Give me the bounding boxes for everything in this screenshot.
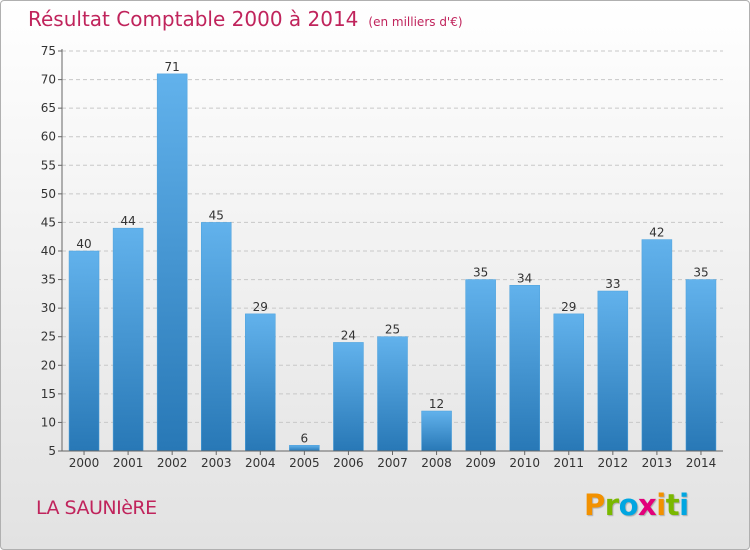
- data-label: 35: [473, 266, 488, 280]
- axes: 5 10 15 20 25 30 35 40 45 50 55 60 65 70 75 2000 2001 200…: [41, 44, 723, 470]
- x-tick-label: 2003: [201, 456, 232, 470]
- y-tick-label: 75: [41, 44, 56, 58]
- x-tick-label: 2010: [509, 456, 540, 470]
- chart-subtitle: (en milliers d'€): [368, 15, 463, 29]
- bar: [509, 285, 540, 452]
- y-tick-label: 45: [41, 215, 56, 229]
- chart-title: Résultat Comptable 2000 à 2014 (en millie…: [28, 7, 463, 31]
- y-tick-label: 40: [41, 244, 56, 258]
- bar: [377, 336, 408, 452]
- bar: [597, 290, 629, 452]
- x-tick-label: 2006: [333, 456, 364, 470]
- bar: [685, 279, 717, 452]
- logo-letter: o: [618, 488, 639, 522]
- y-tick-label: 30: [41, 301, 56, 315]
- bar: [112, 227, 144, 452]
- data-label: 44: [120, 214, 135, 228]
- proxiti-logo[interactable]: Proxiti: [584, 488, 689, 522]
- data-label: 45: [209, 208, 224, 222]
- logo-letter: i: [679, 488, 689, 522]
- x-tick-label: 2000: [69, 456, 100, 470]
- logo-letter: r: [604, 488, 619, 522]
- bar: [333, 342, 364, 452]
- y-tick-label: 50: [41, 187, 56, 201]
- x-tick-label: 2011: [553, 456, 584, 470]
- data-label: 40: [76, 237, 91, 251]
- bar: [641, 239, 673, 452]
- commune-name: LA SAUNIèRE: [36, 497, 157, 519]
- y-tick-label: 15: [41, 387, 56, 401]
- y-tick-label: 10: [41, 415, 56, 429]
- x-tick-label: 2001: [113, 456, 144, 470]
- y-tick-label: 70: [41, 73, 56, 87]
- y-tick-label: 25: [41, 330, 56, 344]
- data-label: 42: [649, 226, 664, 240]
- chart-title-text: Résultat Comptable 2000 à 2014: [28, 7, 359, 31]
- x-tick-label: 2002: [157, 456, 188, 470]
- y-tick-label: 5: [48, 444, 56, 458]
- bar: [200, 222, 232, 452]
- data-label: 35: [693, 266, 708, 280]
- logo-letter: x: [638, 488, 657, 522]
- logo-letter: t: [665, 488, 680, 522]
- bar: [421, 410, 452, 452]
- x-tick-label: 2008: [421, 456, 452, 470]
- data-label: 12: [429, 397, 444, 411]
- data-label: 25: [385, 323, 400, 337]
- data-label: 33: [605, 277, 620, 291]
- bar: [245, 313, 276, 452]
- bar: [68, 250, 100, 452]
- data-labels: 40 44 71 45 29 6 24 25 12 35 34 29 33 42 35: [76, 60, 708, 445]
- logo-letter: i: [656, 488, 666, 522]
- logo-letter: P: [584, 488, 605, 522]
- y-tick-label: 35: [41, 273, 56, 287]
- x-tick-label: 2014: [686, 456, 717, 470]
- x-tick-label: 2004: [245, 456, 276, 470]
- x-tick-label: 2009: [465, 456, 496, 470]
- x-tick-label: 2007: [377, 456, 408, 470]
- x-tick-label: 2012: [598, 456, 629, 470]
- x-tick-label: 2005: [289, 456, 320, 470]
- data-label: 29: [561, 300, 576, 314]
- data-label: 24: [341, 328, 356, 342]
- data-label: 34: [517, 271, 532, 285]
- bar: [553, 313, 585, 452]
- data-label: 71: [165, 60, 180, 74]
- bar: [465, 279, 496, 452]
- bars: [68, 73, 717, 452]
- y-tick-label: 20: [41, 358, 56, 372]
- data-label: 6: [301, 431, 309, 445]
- data-label: 29: [253, 300, 268, 314]
- bar: [289, 445, 320, 452]
- y-tick-label: 60: [41, 130, 56, 144]
- bar: [156, 73, 188, 452]
- y-tick-label: 55: [41, 158, 56, 172]
- x-tick-label: 2013: [642, 456, 673, 470]
- y-tick-label: 65: [41, 101, 56, 115]
